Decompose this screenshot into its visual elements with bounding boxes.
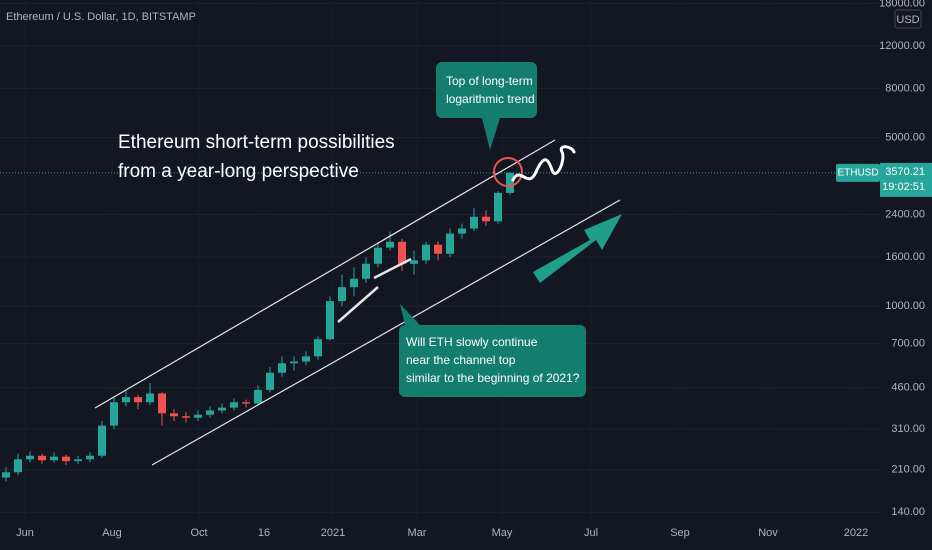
- candle-body: [458, 228, 466, 234]
- callout-text: logarithmic trend: [446, 92, 535, 106]
- callout-text: near the channel top: [406, 353, 516, 367]
- candle-body: [62, 456, 70, 462]
- candle-body: [122, 397, 130, 403]
- candle-body: [2, 472, 10, 478]
- y-tick-label: 18000.00: [879, 0, 925, 9]
- candle-body: [338, 287, 346, 302]
- x-tick-label: Mar: [408, 527, 427, 539]
- symbol-label: ETHUSD: [837, 168, 878, 179]
- y-tick-label: 2400.00: [885, 208, 925, 220]
- y-tick-label: 140.00: [891, 506, 925, 518]
- candle-body: [494, 192, 502, 222]
- y-tick-label: 700.00: [891, 338, 925, 350]
- y-tick-label: 1000.00: [885, 300, 925, 312]
- candle-body: [302, 356, 310, 362]
- squiggle: [511, 145, 576, 182]
- candle-body: [254, 389, 262, 404]
- x-tick-label: Nov: [758, 527, 778, 539]
- candle-body: [482, 216, 490, 222]
- price-tag: [880, 162, 932, 197]
- candle-body: [326, 301, 334, 340]
- candle-body: [410, 260, 418, 264]
- y-tick-label: 12000.00: [879, 40, 925, 52]
- x-tick-label: Aug: [102, 527, 122, 539]
- currency: USD: [896, 14, 919, 26]
- candle-body: [470, 216, 478, 229]
- x-tick-label: Jul: [584, 527, 598, 539]
- x-tick-label: Jun: [16, 527, 34, 539]
- candle-body: [278, 363, 286, 373]
- candles: [0, 172, 880, 482]
- callout-text: Will ETH slowly continue: [406, 335, 538, 349]
- channel-bottom: [151, 199, 621, 466]
- candle-body: [110, 402, 118, 426]
- symbol-tag: [836, 163, 880, 182]
- x-tick-label: Sep: [670, 527, 690, 539]
- time-axis: Jun Aug Oct 16 2021 Mar May Jul Sep Nov 2022: [16, 527, 868, 539]
- y-tick-label: 310.00: [891, 423, 925, 435]
- candle-body: [350, 278, 358, 288]
- candle-body: [158, 393, 166, 414]
- candle-body: [86, 455, 94, 460]
- price-axis: 18000.00 12000.00 8000.00 5000.00 2400.00 160…: [836, 0, 932, 518]
- callout-box: [436, 62, 537, 150]
- candle-body: [230, 402, 238, 408]
- x-tick-label: 2022: [844, 527, 868, 539]
- candle-body: [98, 425, 106, 456]
- candle-body: [194, 414, 202, 418]
- candle-body: [26, 455, 34, 460]
- channel-top: [94, 139, 556, 409]
- y-tick-label: 1600.00: [885, 251, 925, 263]
- arrow: [533, 214, 622, 283]
- candle-body: [422, 244, 430, 261]
- x-tick-label: Oct: [190, 527, 207, 539]
- last-price: 3570.21: [885, 166, 925, 178]
- trend-stroke: [373, 257, 412, 280]
- currency-box: [894, 9, 922, 29]
- candle-body: [50, 456, 58, 461]
- candle-body: [14, 459, 22, 473]
- candle-body: [218, 407, 226, 411]
- candle-body: [386, 241, 394, 248]
- callout-box: [399, 304, 586, 397]
- trend-stroke: [337, 286, 379, 323]
- callout-text: Top of long-term: [446, 74, 533, 88]
- grid: [0, 2, 880, 513]
- headline: Ethereum short-term possibilities: [118, 132, 395, 153]
- y-tick-label: 210.00: [891, 464, 925, 476]
- y-tick-label: 460.00: [891, 382, 925, 394]
- y-tick-label: 8000.00: [885, 82, 925, 94]
- candle-body: [146, 393, 154, 403]
- candle-body: [398, 241, 406, 264]
- y-tick-label: 5000.00: [885, 132, 925, 144]
- chart-title: Ethereum / U.S. Dollar, 1D, BITSTAMP: [6, 11, 196, 23]
- candle-body: [506, 172, 514, 193]
- x-tick-label: 2021: [321, 527, 345, 539]
- candle-body: [362, 263, 370, 279]
- candle-body: [446, 233, 454, 254]
- x-tick-label: 16: [258, 527, 270, 539]
- candle-body: [242, 402, 250, 404]
- countdown: 19:02:51: [882, 181, 925, 193]
- candle-body: [182, 416, 190, 418]
- candle-body: [170, 413, 178, 417]
- candle-body: [206, 410, 214, 415]
- callout-text: similar to the beginning of 2021?: [406, 371, 580, 385]
- candle-body: [314, 339, 322, 357]
- candle-body: [434, 244, 442, 254]
- candle-body: [266, 372, 274, 390]
- x-tick-label: May: [492, 527, 513, 539]
- candle-body: [134, 397, 142, 403]
- candle-body: [374, 247, 382, 264]
- candle-body: [74, 459, 82, 462]
- headline: from a year-long perspective: [118, 161, 359, 182]
- candle-body: [290, 361, 298, 364]
- highlight-circle: [493, 157, 523, 187]
- candle-body: [38, 455, 46, 461]
